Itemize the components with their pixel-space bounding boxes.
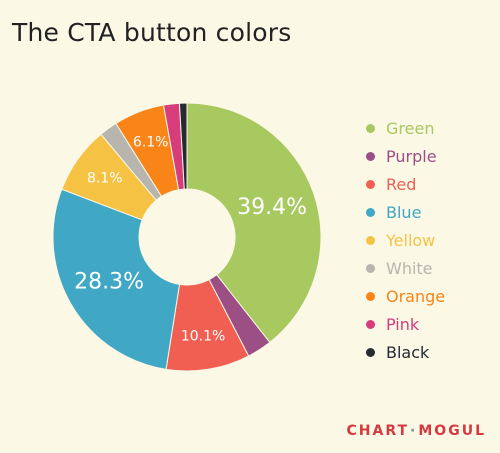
legend-swatch: [366, 179, 375, 189]
legend-item-yellow: Yellow: [366, 226, 445, 254]
legend-swatch: [366, 347, 375, 357]
chartmogul-logo: CHART·MOGUL: [347, 423, 486, 439]
data-label-orange: 6.1%: [133, 135, 169, 151]
legend-label: Red: [386, 174, 417, 194]
legend-item-blue: Blue: [366, 198, 445, 226]
legend-swatch: [366, 207, 375, 217]
legend-item-green: Green: [366, 114, 445, 142]
legend-item-black: Black: [366, 338, 445, 366]
logo-text-chart: CHART: [346, 423, 410, 439]
legend-label: Green: [386, 118, 435, 138]
legend-label: Yellow: [386, 230, 436, 250]
legend-item-orange: Orange: [366, 282, 445, 310]
legend-item-red: Red: [366, 170, 445, 198]
legend-swatch: [366, 291, 375, 301]
logo-separator: ·: [410, 423, 418, 439]
legend-label: Orange: [386, 286, 446, 306]
chart-legend: Green Purple Red Blue Yellow White Orange Pink B…: [366, 114, 445, 366]
legend-item-pink: Pink: [366, 310, 445, 338]
legend-label: White: [386, 258, 433, 278]
donut-data-labels: 39.4% 10.1% 28.3% 8.1% 6.1%: [74, 135, 307, 345]
legend-item-purple: Purple: [366, 142, 445, 170]
data-label-green: 39.4%: [237, 195, 307, 220]
slice-blue: [52, 188, 181, 370]
legend-label: Pink: [386, 314, 420, 334]
legend-label: Blue: [386, 202, 422, 222]
legend-swatch: [366, 123, 375, 133]
data-label-blue: 28.3%: [74, 270, 144, 295]
slice-green: [186, 102, 322, 344]
data-label-yellow: 8.1%: [87, 170, 123, 186]
slice-black: [178, 102, 188, 190]
legend-swatch: [366, 263, 375, 273]
legend-label: Black: [386, 342, 430, 362]
legend-swatch: [366, 235, 375, 245]
legend-swatch: [366, 151, 375, 161]
chart-title: The CTA button colors: [12, 18, 292, 47]
legend-swatch: [366, 319, 375, 329]
data-label-red: 10.1%: [181, 329, 225, 345]
legend-label: Purple: [386, 146, 437, 166]
legend-item-white: White: [366, 254, 445, 282]
logo-text-mogul: MOGUL: [418, 423, 486, 439]
donut-slices: [52, 102, 322, 372]
